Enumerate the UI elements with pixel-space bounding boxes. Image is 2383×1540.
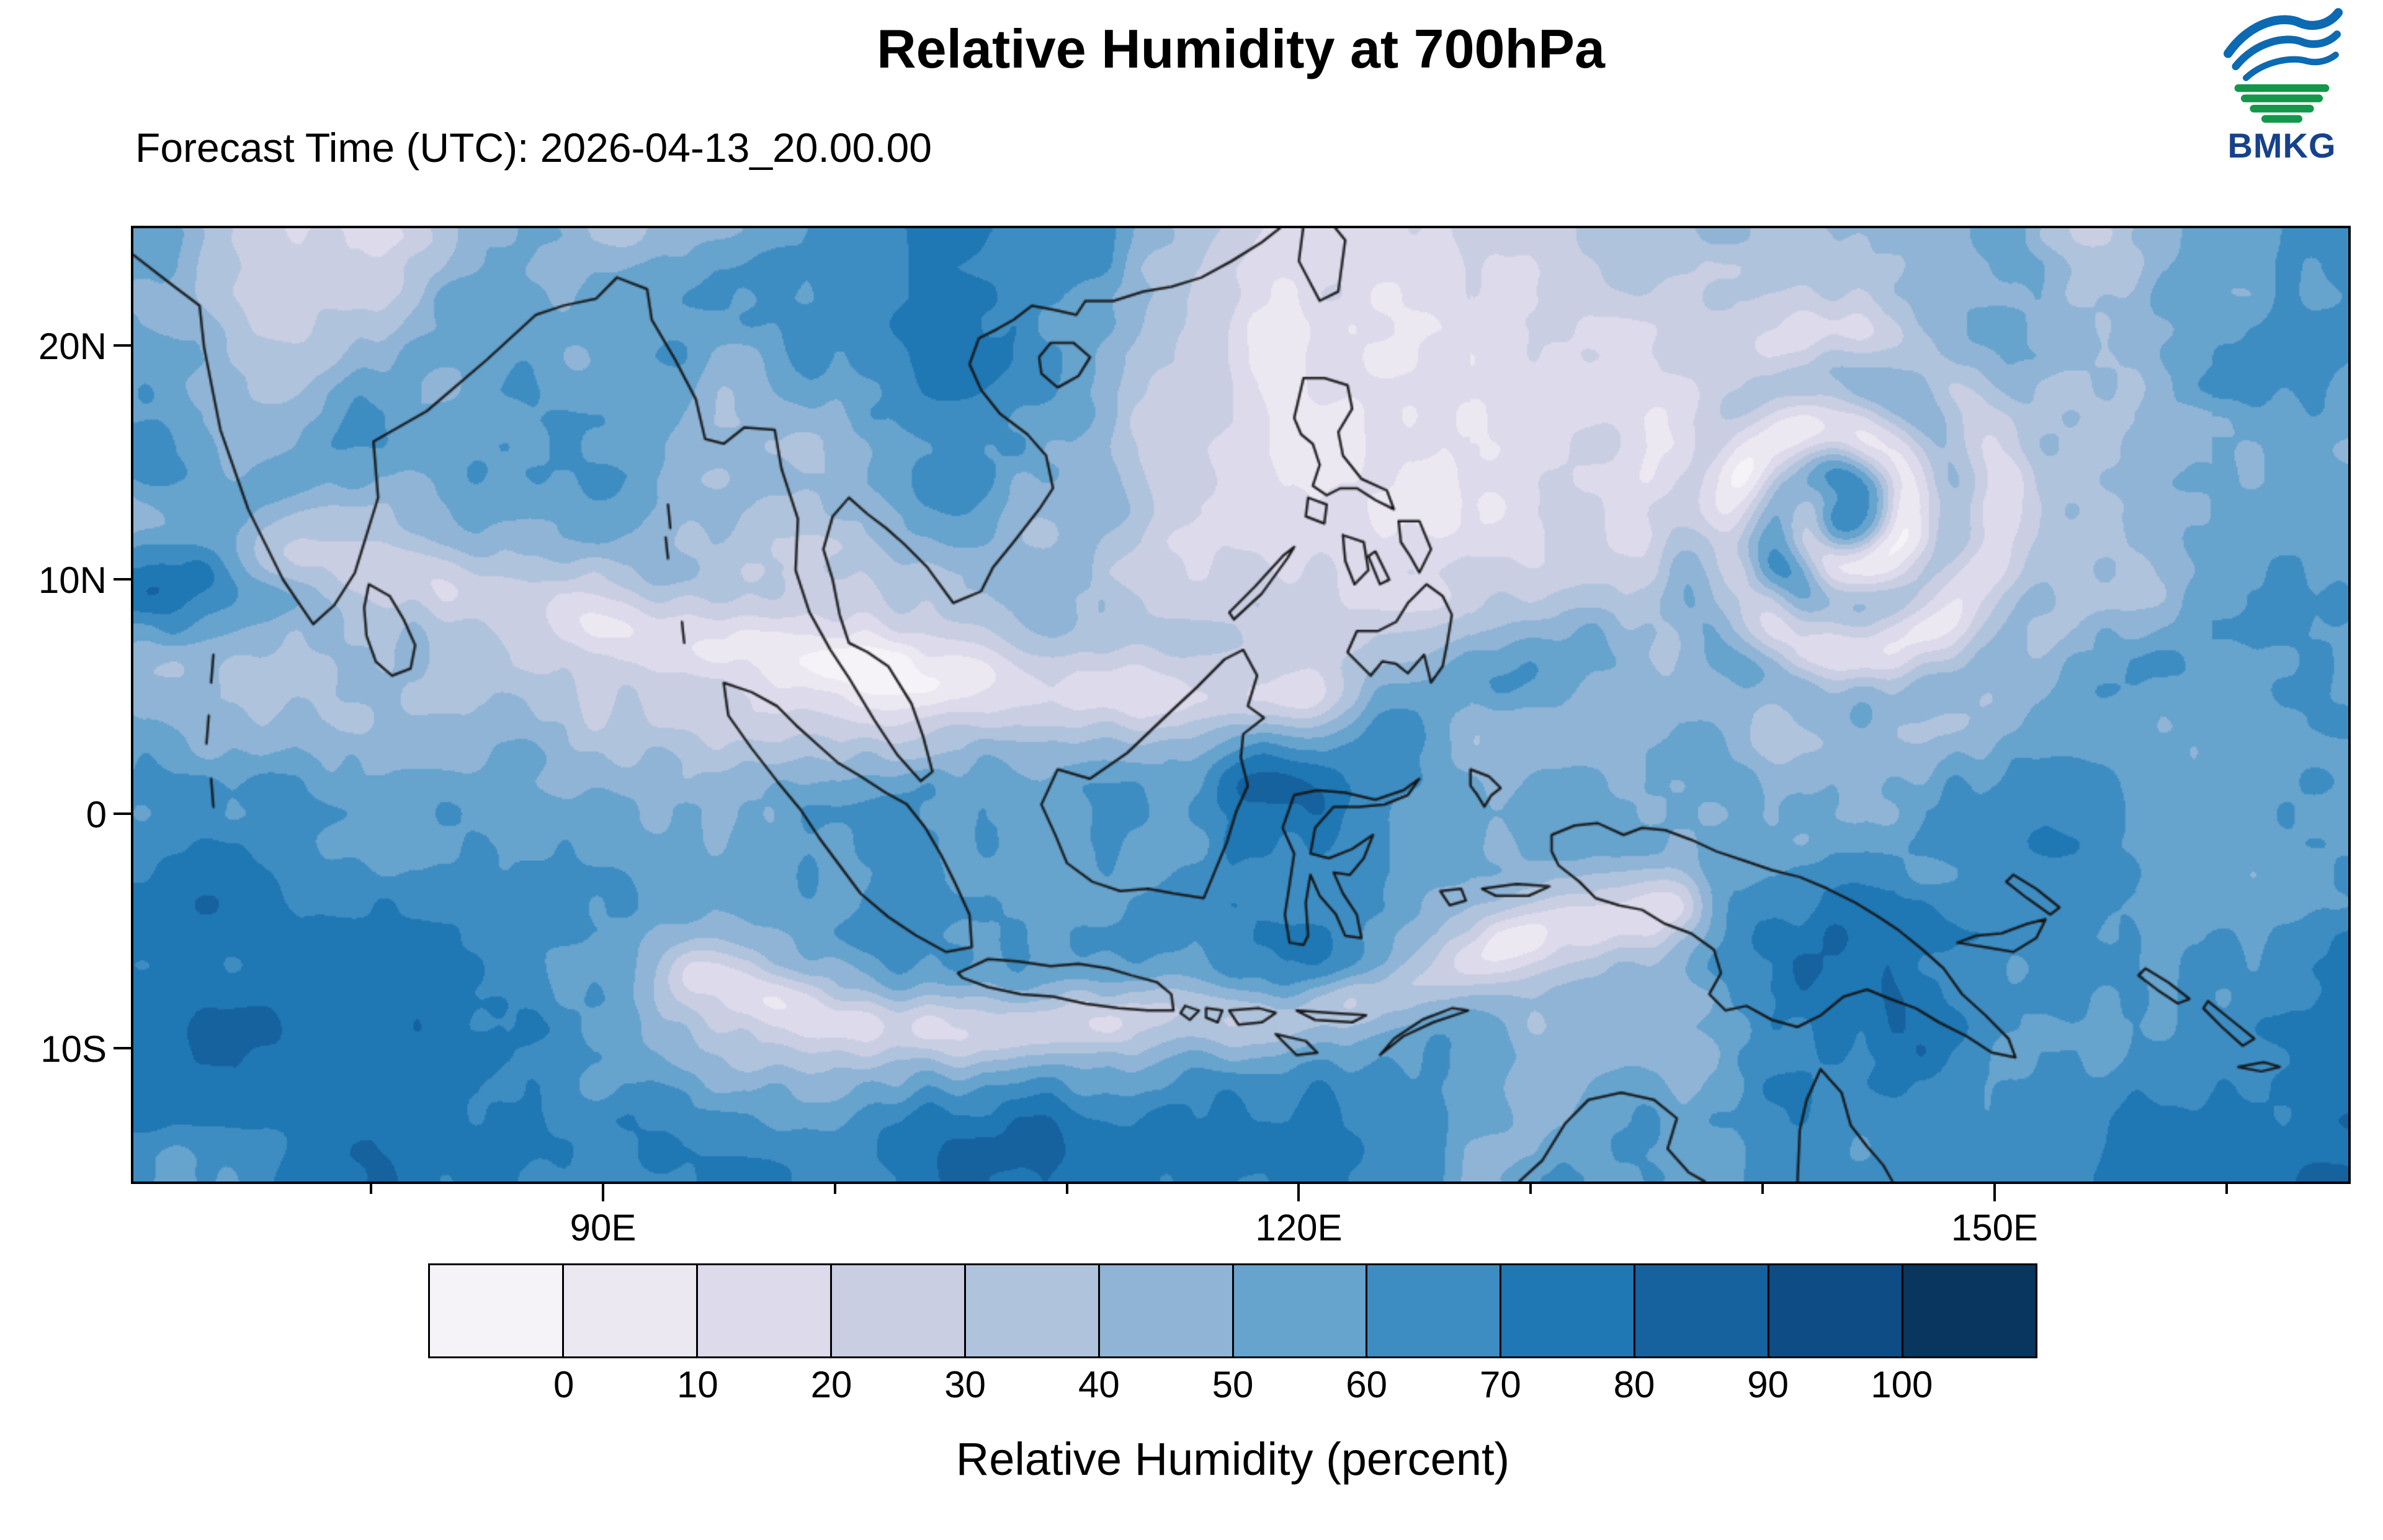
colorbar-tick-label: 30 [944, 1364, 986, 1405]
lon-tick-minor [1065, 1184, 1068, 1194]
colorbar-swatch-6 [1233, 1265, 1368, 1356]
page-title: Relative Humidity at 700hPa [877, 18, 1605, 79]
humidity-field-canvas [133, 228, 2348, 1182]
colorbar-tick-label: 40 [1078, 1364, 1120, 1405]
colorbar-swatch-1 [563, 1265, 698, 1356]
humidity-map [131, 226, 2351, 1184]
bmkg-logo-text: BMKG [2227, 126, 2336, 165]
bmkg-logo-icon [2224, 8, 2343, 123]
colorbar-tick-label: 70 [1479, 1364, 1521, 1405]
lon-tick-major [601, 1184, 604, 1201]
colorbar-tick-label: 60 [1346, 1364, 1388, 1405]
colorbar-tick-label: 20 [810, 1364, 852, 1405]
lat-tick-label: 10S [40, 1028, 107, 1070]
lat-tick-major [114, 1046, 131, 1049]
lat-tick-label: 0 [86, 794, 107, 836]
colorbar-title: Relative Humidity (percent) [955, 1433, 1510, 1485]
lon-tick-label: 150E [1951, 1207, 2038, 1248]
lat-tick-major [114, 578, 131, 581]
lon-tick-major [1297, 1184, 1300, 1201]
colorbar-tick-label: 0 [553, 1364, 575, 1405]
colorbar [428, 1263, 2037, 1358]
lon-tick-label: 90E [570, 1207, 637, 1248]
lat-tick-label: 20N [38, 325, 107, 367]
colorbar-swatch-3 [831, 1265, 966, 1356]
colorbar-swatch-8 [1501, 1265, 1636, 1356]
lon-tick-minor [370, 1184, 373, 1194]
lon-tick-minor [1529, 1184, 1532, 1194]
lat-tick-major [114, 812, 131, 816]
colorbar-swatch-11 [1903, 1265, 2036, 1356]
colorbar-swatch-4 [965, 1265, 1100, 1356]
bmkg-logo: BMKG [2211, 7, 2353, 166]
colorbar-swatch-10 [1769, 1265, 1904, 1356]
colorbar-swatch-2 [697, 1265, 832, 1356]
colorbar-tick-label: 10 [676, 1364, 718, 1405]
colorbar-swatch-5 [1099, 1265, 1234, 1356]
lon-tick-minor [833, 1184, 836, 1194]
colorbar-tick-label: 90 [1747, 1364, 1789, 1405]
colorbar-swatch-0 [430, 1265, 564, 1356]
lon-tick-label: 120E [1255, 1207, 1343, 1248]
colorbar-swatch-7 [1367, 1265, 1502, 1356]
colorbar-swatch-9 [1635, 1265, 1770, 1356]
lon-tick-minor [1761, 1184, 1764, 1194]
forecast-time-label: Forecast Time (UTC): 2026-04-13_20.00.00 [135, 125, 932, 171]
colorbar-tick-label: 50 [1212, 1364, 1254, 1405]
lon-tick-minor [2225, 1184, 2228, 1194]
colorbar-tick-label: 80 [1613, 1364, 1655, 1405]
colorbar-tick-label: 100 [1871, 1364, 1933, 1405]
lat-tick-label: 10N [38, 559, 107, 602]
lon-tick-major [1993, 1184, 1996, 1201]
lat-tick-major [114, 344, 131, 347]
